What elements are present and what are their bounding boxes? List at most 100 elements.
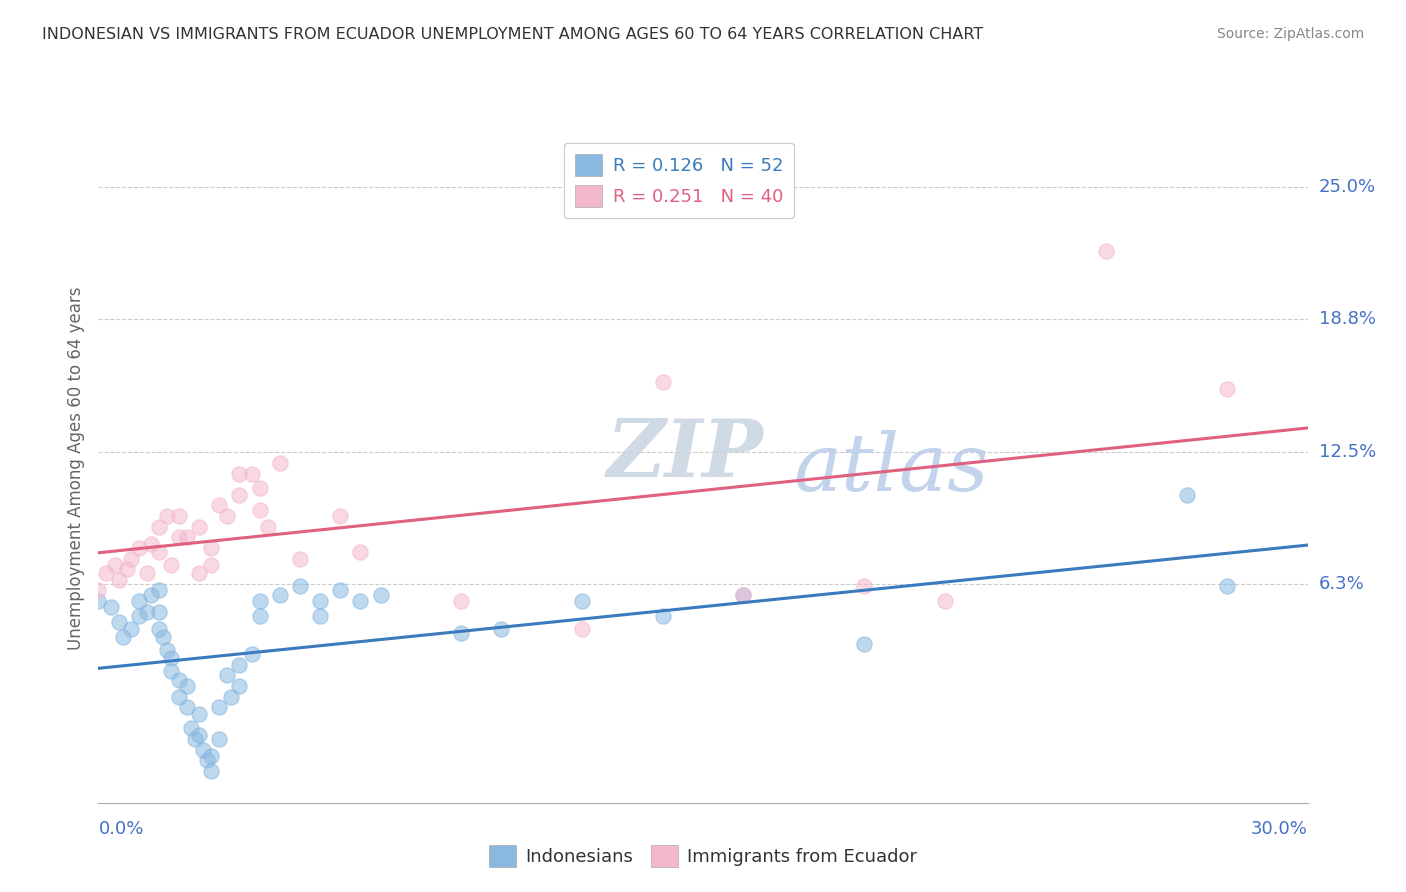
Point	[152, 630, 174, 644]
Point	[100, 600, 122, 615]
Point	[148, 583, 170, 598]
Point	[148, 545, 170, 559]
Point	[269, 456, 291, 470]
Point	[148, 622, 170, 636]
Text: 0.0%: 0.0%	[98, 820, 143, 838]
Point	[853, 636, 876, 650]
Point	[249, 608, 271, 623]
Point	[188, 728, 211, 742]
Text: atlas: atlas	[793, 430, 988, 507]
Point	[370, 588, 392, 602]
Point	[180, 722, 202, 736]
Point	[167, 509, 190, 524]
Point	[228, 679, 250, 693]
Point	[288, 551, 311, 566]
Point	[200, 541, 222, 555]
Point	[195, 753, 218, 767]
Point	[571, 594, 593, 608]
Point	[1216, 579, 1239, 593]
Point	[309, 608, 332, 623]
Point	[115, 562, 138, 576]
Point	[167, 530, 190, 544]
Point	[167, 673, 190, 687]
Point	[651, 608, 673, 623]
Point	[240, 647, 263, 661]
Point	[160, 651, 183, 665]
Point	[135, 566, 157, 581]
Text: 12.5%: 12.5%	[1319, 443, 1376, 461]
Point	[200, 558, 222, 572]
Point	[349, 545, 371, 559]
Point	[491, 622, 513, 636]
Text: 18.8%: 18.8%	[1319, 310, 1375, 327]
Point	[188, 519, 211, 533]
Point	[228, 488, 250, 502]
Point	[1175, 488, 1198, 502]
Point	[934, 594, 956, 608]
Point	[139, 537, 162, 551]
Point	[87, 583, 110, 598]
Point	[217, 668, 239, 682]
Text: INDONESIAN VS IMMIGRANTS FROM ECUADOR UNEMPLOYMENT AMONG AGES 60 TO 64 YEARS COR: INDONESIAN VS IMMIGRANTS FROM ECUADOR UN…	[42, 27, 983, 42]
Point	[208, 499, 231, 513]
Point	[184, 732, 207, 747]
Text: Source: ZipAtlas.com: Source: ZipAtlas.com	[1216, 27, 1364, 41]
Point	[208, 700, 231, 714]
Point	[329, 509, 352, 524]
Point	[1095, 244, 1118, 258]
Point	[1216, 382, 1239, 396]
Point	[103, 558, 125, 572]
Point	[193, 742, 215, 756]
Point	[156, 643, 179, 657]
Point	[160, 664, 183, 678]
Point	[651, 376, 673, 390]
Point	[128, 594, 150, 608]
Point	[853, 579, 876, 593]
Point	[160, 558, 183, 572]
Point	[309, 594, 332, 608]
Point	[349, 594, 371, 608]
Legend: Indonesians, Immigrants from Ecuador: Indonesians, Immigrants from Ecuador	[482, 838, 924, 874]
Point	[111, 630, 134, 644]
Point	[571, 622, 593, 636]
Y-axis label: Unemployment Among Ages 60 to 64 years: Unemployment Among Ages 60 to 64 years	[66, 286, 84, 650]
Point	[107, 573, 129, 587]
Text: 25.0%: 25.0%	[1319, 178, 1376, 196]
Point	[200, 764, 222, 778]
Point	[139, 588, 162, 602]
Point	[167, 690, 190, 704]
Point	[176, 700, 198, 714]
Point	[249, 482, 271, 496]
Point	[96, 566, 118, 581]
Point	[217, 509, 239, 524]
Point	[120, 551, 142, 566]
Point	[87, 594, 110, 608]
Point	[249, 594, 271, 608]
Point	[135, 605, 157, 619]
Point	[188, 566, 211, 581]
Point	[128, 608, 150, 623]
Point	[733, 588, 755, 602]
Text: 30.0%: 30.0%	[1251, 820, 1308, 838]
Point	[107, 615, 129, 630]
Point	[176, 679, 198, 693]
Point	[208, 732, 231, 747]
Legend: R = 0.126   N = 52, R = 0.251   N = 40: R = 0.126 N = 52, R = 0.251 N = 40	[564, 143, 794, 218]
Point	[269, 588, 291, 602]
Point	[249, 502, 271, 516]
Point	[200, 749, 222, 764]
Point	[256, 519, 278, 533]
Point	[450, 626, 472, 640]
Point	[128, 541, 150, 555]
Point	[329, 583, 352, 598]
Text: 6.3%: 6.3%	[1319, 575, 1364, 593]
Point	[148, 605, 170, 619]
Point	[288, 579, 311, 593]
Point	[733, 588, 755, 602]
Point	[240, 467, 263, 481]
Point	[221, 690, 243, 704]
Point	[148, 519, 170, 533]
Text: ZIP: ZIP	[606, 417, 763, 493]
Point	[120, 622, 142, 636]
Point	[450, 594, 472, 608]
